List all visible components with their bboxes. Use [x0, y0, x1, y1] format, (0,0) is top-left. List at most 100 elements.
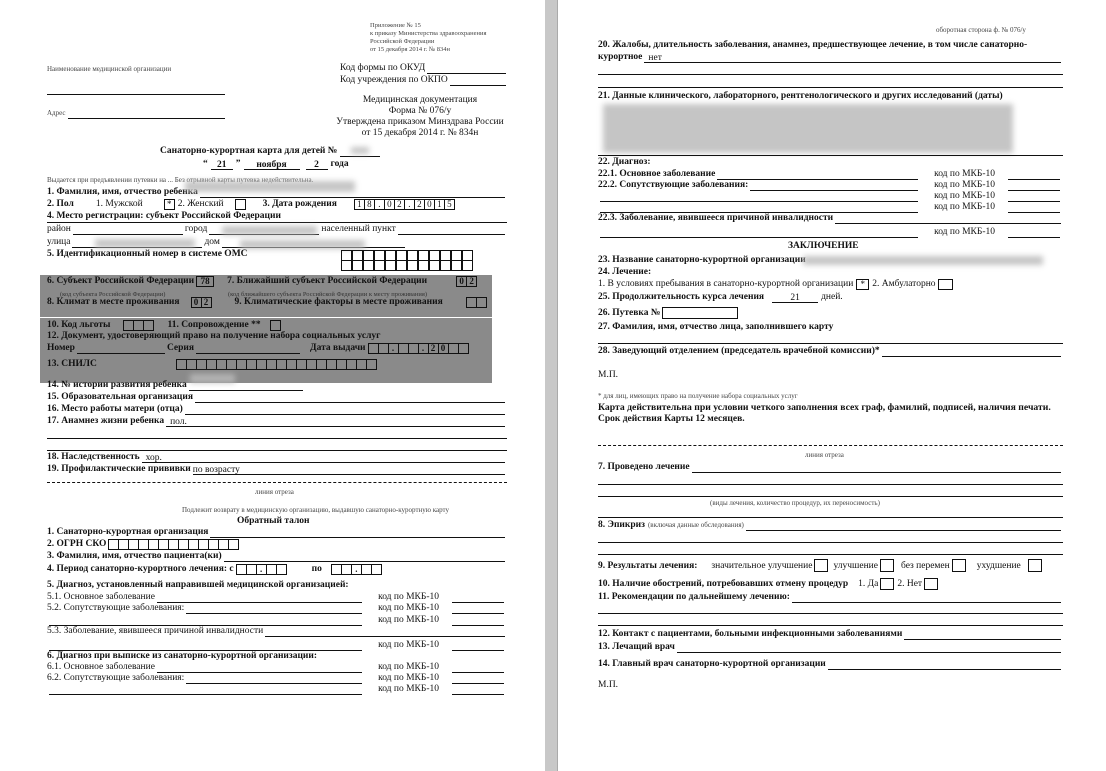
field-line[interactable] [598, 542, 1063, 543]
diagnosis-field[interactable] [49, 616, 363, 626]
mkb-code-field[interactable] [1008, 228, 1060, 238]
oms-number-boxes[interactable] [341, 250, 474, 271]
field-line[interactable] [598, 155, 1063, 156]
diagnosis-field[interactable] [156, 593, 363, 603]
vaccination-field[interactable]: по возрасту [192, 465, 505, 475]
field-line[interactable] [598, 517, 1063, 518]
date-month[interactable]: ноября [243, 160, 300, 170]
diagnosis-field[interactable] [750, 181, 919, 191]
diagnosis-field[interactable] [835, 214, 1061, 224]
complaints-field[interactable]: нет [644, 53, 1061, 63]
mkb-code-field[interactable] [452, 604, 504, 614]
female-checkbox[interactable] [234, 199, 246, 210]
field-line[interactable] [598, 484, 1063, 485]
box[interactable] [365, 359, 377, 370]
region-code-box[interactable]: 78 [196, 276, 215, 287]
box[interactable]: 5 [443, 199, 455, 210]
date-year[interactable]: 2 [305, 160, 328, 170]
no-change-checkbox[interactable] [951, 559, 966, 572]
okpo-field[interactable] [449, 76, 506, 86]
doc-number-field[interactable] [76, 344, 165, 354]
field-line[interactable] [47, 438, 507, 439]
field-line[interactable] [598, 74, 1063, 75]
box[interactable] [440, 260, 451, 271]
attending-doctor-field[interactable] [676, 643, 1061, 653]
diagnosis-field[interactable] [600, 228, 919, 238]
mkb-code-field[interactable] [452, 685, 504, 695]
field-line[interactable] [47, 450, 507, 451]
filled-by-field[interactable] [598, 343, 1063, 344]
box[interactable] [462, 260, 473, 271]
mkb-code-field[interactable] [1008, 192, 1060, 202]
no-checkbox[interactable] [924, 578, 939, 590]
box[interactable] [341, 260, 352, 271]
box[interactable]: 2 [466, 276, 478, 287]
okud-field[interactable] [427, 64, 506, 74]
patient-name-field[interactable] [223, 552, 505, 562]
org-name-field[interactable] [47, 94, 225, 95]
mkb-code-field[interactable] [452, 663, 504, 673]
mkb-code-field[interactable] [452, 616, 504, 626]
box[interactable] [363, 260, 374, 271]
school-field[interactable] [195, 393, 505, 403]
box[interactable] [418, 260, 429, 271]
history-number-field[interactable] [188, 381, 303, 391]
mkb-code-field[interactable] [1008, 170, 1060, 180]
field-line[interactable] [598, 613, 1063, 614]
significant-improvement-checkbox[interactable] [814, 559, 829, 572]
snils-boxes[interactable] [175, 359, 377, 370]
sanatorium-field[interactable] [210, 528, 505, 538]
box[interactable] [352, 260, 363, 271]
ogrn-boxes[interactable] [108, 539, 240, 550]
box[interactable] [374, 260, 385, 271]
box[interactable] [275, 564, 287, 575]
child-name-field[interactable] [199, 188, 505, 198]
male-checkbox[interactable]: * [163, 199, 175, 210]
treatment-field[interactable] [691, 463, 1061, 473]
date-day[interactable]: 21 [210, 160, 233, 170]
voucher-number-field[interactable] [662, 307, 739, 319]
card-number-field[interactable] [340, 147, 381, 157]
box[interactable] [370, 564, 382, 575]
mkb-code-field[interactable] [1008, 181, 1060, 191]
contacts-field[interactable] [904, 630, 1061, 640]
period-from-boxes[interactable]: . [235, 564, 287, 575]
diagnosis-field[interactable] [49, 685, 363, 695]
settlement-field[interactable] [397, 225, 505, 235]
diagnosis-field[interactable] [186, 604, 363, 614]
escort-box[interactable] [269, 320, 281, 331]
box[interactable] [429, 260, 440, 271]
yes-checkbox[interactable] [880, 578, 895, 590]
course-duration-field[interactable]: 21 [772, 293, 819, 303]
mkb-code-field[interactable] [452, 674, 504, 684]
diagnosis-field[interactable] [600, 203, 919, 213]
district-field[interactable] [72, 225, 183, 235]
heredity-field[interactable]: хор. [141, 453, 505, 463]
head-of-department-field[interactable] [881, 347, 1061, 357]
field-line[interactable] [598, 496, 1063, 497]
diagnosis-field[interactable] [600, 192, 919, 202]
inpatient-checkbox[interactable]: * [856, 279, 870, 290]
mkb-code-field[interactable] [452, 593, 504, 603]
box[interactable] [475, 297, 487, 308]
diagnosis-field[interactable] [156, 663, 363, 673]
diagnosis-field[interactable] [717, 170, 919, 180]
diagnosis-field[interactable] [265, 627, 505, 637]
field-line[interactable] [598, 554, 1063, 555]
address-field[interactable] [67, 109, 225, 119]
mkb-code-field[interactable] [452, 641, 504, 651]
doc-series-field[interactable] [196, 344, 301, 354]
field-line[interactable] [598, 625, 1063, 626]
parent-work-field[interactable] [184, 405, 505, 415]
recommendations-field[interactable] [791, 593, 1061, 603]
mkb-code-field[interactable] [1008, 203, 1060, 213]
worsening-checkbox[interactable] [1027, 559, 1042, 572]
anamnesis-field[interactable]: пол. [166, 417, 505, 427]
diagnosis-field[interactable] [49, 641, 363, 651]
diagnosis-field[interactable] [186, 674, 363, 684]
period-to-boxes[interactable]: . [330, 564, 382, 575]
improvement-checkbox[interactable] [879, 559, 894, 572]
chief-doctor-field[interactable] [827, 660, 1061, 670]
